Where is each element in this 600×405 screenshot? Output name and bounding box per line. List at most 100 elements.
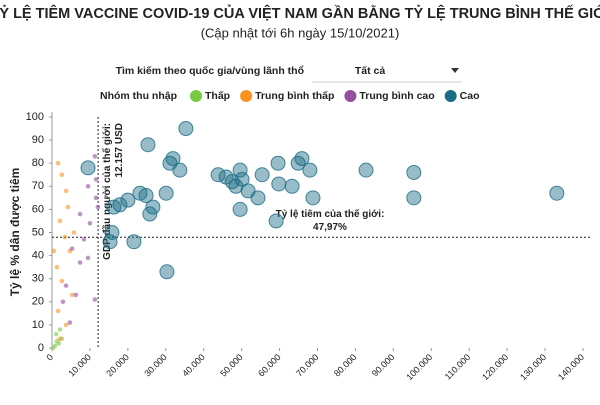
world-rate-label: Tỷ lệ tiêm của thế giới:	[276, 208, 385, 220]
data-point	[284, 178, 300, 194]
data-point	[93, 177, 99, 182]
data-point	[80, 160, 96, 176]
data-point	[302, 162, 318, 178]
y-tick-label: 70	[32, 180, 44, 192]
x-tick-label: 120.000	[480, 352, 510, 382]
x-tick-label: 40.000	[180, 352, 207, 379]
data-point	[67, 320, 73, 325]
data-point	[50, 345, 56, 351]
data-point	[234, 171, 250, 187]
data-point	[55, 160, 61, 166]
chart-subtitle: (Cập nhật tới 6h ngày 15/10/2021)	[201, 25, 400, 40]
data-point	[85, 184, 91, 189]
x-tick-label: 130.000	[518, 352, 548, 382]
y-axis-title: Tỷ lệ % dân được tiêm	[8, 168, 22, 297]
data-point	[104, 225, 120, 240]
data-point	[63, 188, 69, 194]
data-point	[178, 121, 194, 137]
data-point	[250, 190, 266, 206]
x-tick-label: 20.000	[104, 352, 131, 379]
data-point	[57, 336, 63, 342]
data-point	[57, 218, 63, 224]
data-point	[77, 260, 83, 265]
data-point	[158, 185, 174, 201]
data-point	[62, 234, 68, 240]
legend-label[interactable]: Cao	[460, 90, 480, 102]
data-point	[59, 172, 65, 178]
data-point	[159, 264, 175, 280]
y-tick-label: 90	[32, 134, 44, 146]
data-point	[77, 211, 83, 217]
x-tick-label: 110.000	[443, 352, 473, 382]
data-point	[232, 162, 248, 178]
dropdown-arrow	[451, 68, 459, 73]
data-point	[63, 283, 69, 288]
data-point	[65, 204, 71, 210]
data-point	[270, 155, 286, 171]
data-point	[138, 188, 154, 204]
data-point	[51, 248, 57, 254]
data-point	[55, 308, 61, 314]
data-point	[92, 153, 98, 159]
data-point	[232, 201, 248, 217]
legend-label[interactable]: Trung bình cao	[359, 90, 434, 102]
legend-swatch[interactable]	[240, 90, 253, 102]
data-point	[271, 176, 287, 192]
legend-label[interactable]: Trung bình thấp	[255, 90, 334, 102]
y-tick-label: 20	[32, 296, 44, 308]
x-tick-label: 0	[44, 352, 55, 363]
x-tick-label: 70.000	[294, 352, 321, 379]
data-point	[132, 185, 148, 201]
data-point	[549, 185, 565, 201]
x-tick-label: 100.000	[404, 352, 434, 382]
data-point	[53, 331, 59, 337]
y-tick-label: 50	[32, 226, 44, 238]
data-point	[69, 246, 75, 251]
data-point	[406, 190, 422, 206]
x-tick-label: 10.000	[66, 352, 93, 379]
data-point	[112, 197, 128, 213]
y-tick-label: 60	[32, 203, 44, 215]
legend-swatch[interactable]	[344, 90, 357, 102]
filter-dropdown[interactable]: Tất cả	[312, 65, 462, 83]
x-tick-label: 60.000	[256, 352, 283, 379]
y-tick-label: 100	[26, 111, 44, 123]
data-point	[56, 341, 62, 346]
data-point	[102, 234, 118, 250]
data-point	[87, 220, 93, 226]
data-point	[406, 164, 422, 180]
data-point	[305, 190, 321, 206]
data-point	[63, 322, 69, 328]
x-tick-label: 90.000	[370, 352, 397, 379]
data-point	[254, 167, 270, 183]
data-point	[92, 297, 98, 302]
world-rate-label: 47,97%	[313, 222, 347, 233]
y-tick-label: 80	[32, 157, 44, 169]
data-point	[172, 162, 188, 178]
data-point	[126, 234, 142, 250]
data-point	[268, 213, 284, 229]
legend-label[interactable]: Thấp	[205, 90, 230, 102]
data-point	[60, 299, 66, 305]
data-point	[57, 327, 63, 332]
dropdown-value[interactable]: Tất cả	[355, 65, 386, 77]
world-gdp-label: 12.157 USD	[114, 123, 125, 177]
y-tick-label: 40	[32, 250, 44, 262]
data-point	[95, 204, 101, 210]
filter-label: Tìm kiếm theo quốc gia/vùng lãnh thổ	[116, 65, 304, 77]
data-point	[106, 199, 122, 215]
legend-swatch[interactable]	[190, 90, 202, 102]
x-tick-label: 80.000	[332, 352, 359, 379]
y-tick-label: 10	[32, 319, 44, 331]
legend-swatch[interactable]	[444, 90, 457, 102]
y-tick-label: 0	[38, 342, 44, 354]
data-point	[81, 237, 87, 242]
x-tick-label: 30.000	[142, 352, 169, 379]
data-point	[59, 278, 65, 284]
data-point	[71, 230, 77, 235]
data-point	[54, 264, 60, 270]
x-tick-label: 50.000	[218, 352, 245, 379]
chart-title: TỶ LỆ TIÊM VACCINE COVID-19 CỦA VIỆT NAM…	[0, 4, 600, 22]
data-point	[69, 292, 75, 298]
